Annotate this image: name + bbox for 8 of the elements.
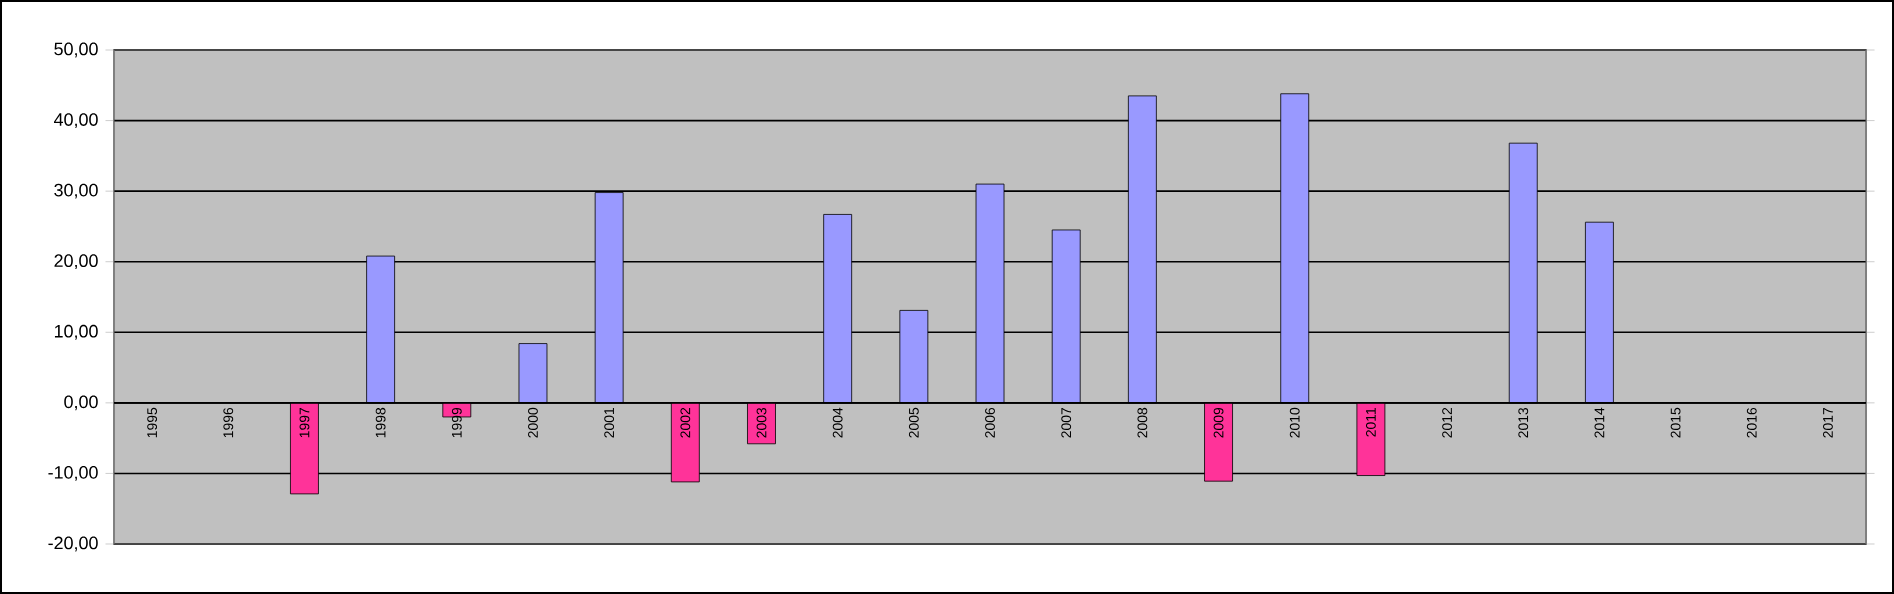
- y-tick-label: -10,00: [48, 466, 98, 481]
- y-tick-label: 20,00: [54, 254, 98, 270]
- y-tick-label: 10,00: [54, 324, 98, 340]
- y-tick-label: 40,00: [54, 113, 98, 128]
- y-tick-label: -20,00: [48, 536, 98, 552]
- y-tick-label: 50,00: [54, 42, 98, 58]
- y-tick-label: 30,00: [54, 183, 98, 199]
- y-tick-label: 0,00: [64, 395, 98, 411]
